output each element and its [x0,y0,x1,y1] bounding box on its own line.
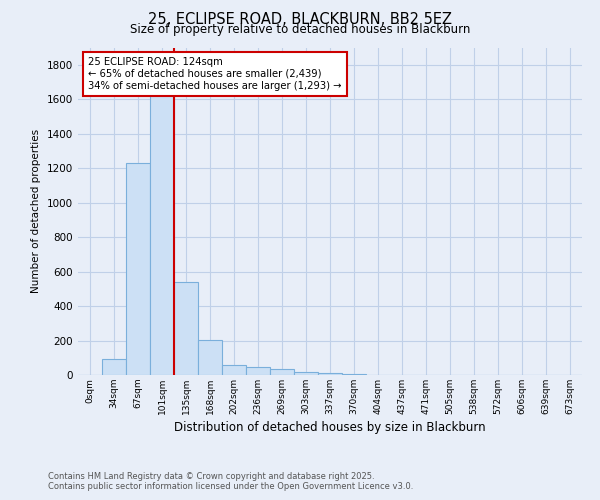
X-axis label: Distribution of detached houses by size in Blackburn: Distribution of detached houses by size … [174,421,486,434]
Bar [318,374,342,375]
Text: 25 ECLIPSE ROAD: 124sqm
← 65% of detached houses are smaller (2,439)
34% of semi: 25 ECLIPSE ROAD: 124sqm ← 65% of detache… [88,58,341,90]
Bar [342,374,366,375]
Bar [126,163,150,375]
Y-axis label: Number of detached properties: Number of detached properties [31,129,41,294]
Bar [246,367,270,375]
Text: Size of property relative to detached houses in Blackburn: Size of property relative to detached ho… [130,22,470,36]
Bar [222,364,246,375]
Bar [270,369,294,375]
Bar [294,372,318,375]
Text: 25, ECLIPSE ROAD, BLACKBURN, BB2 5EZ: 25, ECLIPSE ROAD, BLACKBURN, BB2 5EZ [148,12,452,28]
Bar [174,282,198,375]
Bar [198,340,222,375]
Bar [102,358,126,375]
Bar [150,86,174,375]
Text: Contains HM Land Registry data © Crown copyright and database right 2025.
Contai: Contains HM Land Registry data © Crown c… [48,472,413,491]
